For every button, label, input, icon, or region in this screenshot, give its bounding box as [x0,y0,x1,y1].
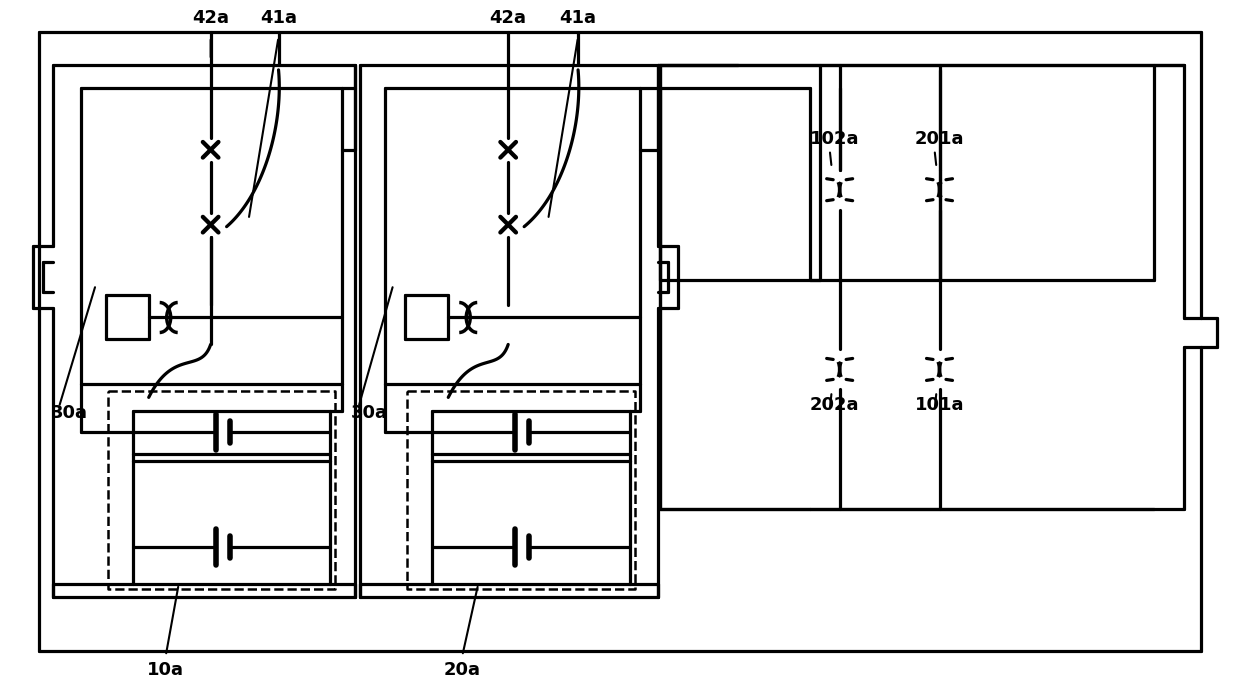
Text: 41a: 41a [260,9,298,27]
Text: 202a: 202a [810,396,859,415]
Text: 42a: 42a [490,9,527,27]
Text: 101a: 101a [915,396,965,415]
Text: 41a: 41a [559,9,596,27]
Text: 30a: 30a [51,404,88,423]
Text: 10a: 10a [148,661,185,679]
Text: 20a: 20a [444,661,481,679]
Text: 102a: 102a [810,130,859,148]
Text: 42a: 42a [192,9,229,27]
Text: 30a: 30a [351,404,387,423]
Text: 201a: 201a [915,130,965,148]
